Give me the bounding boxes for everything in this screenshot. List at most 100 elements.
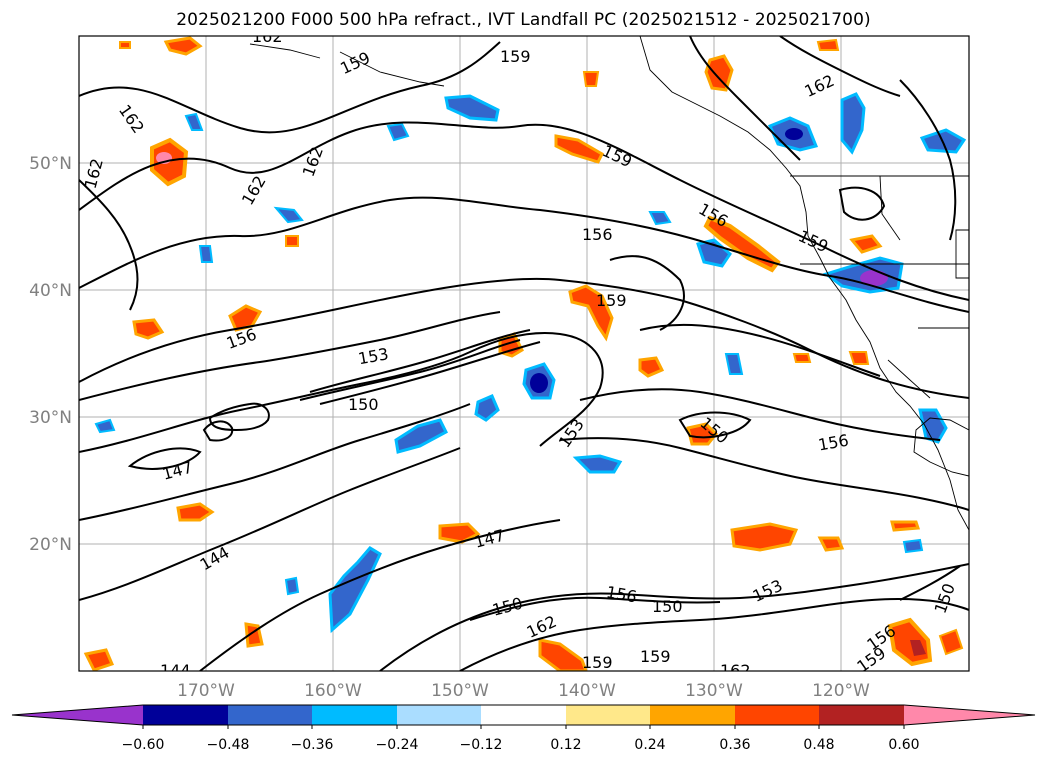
neg-patch <box>902 538 924 554</box>
colorbar-tick-label: 0.24 <box>634 737 665 753</box>
colorbar-swatch <box>650 705 735 725</box>
latitude-labels: 50°N 40°N 30°N 20°N <box>29 154 72 555</box>
contour-label: 159 <box>500 47 531 66</box>
colorbar-swatch <box>12 705 143 725</box>
lon-label: 170°W <box>177 681 235 701</box>
positive-anomaly-patches <box>83 36 964 671</box>
neg-patch <box>840 92 866 155</box>
pos-patch <box>568 284 614 342</box>
lon-label: 140°W <box>558 681 616 701</box>
contour-label: 150 <box>348 395 379 414</box>
contour-label: 162 <box>252 27 283 46</box>
lat-label: 40°N <box>29 281 72 301</box>
pos-patch <box>638 356 665 378</box>
neg-patch <box>474 394 500 422</box>
pos-patch <box>848 351 870 365</box>
refractivity-contours <box>79 36 969 671</box>
lat-label: 20°N <box>29 535 72 555</box>
map-frame <box>78 35 970 672</box>
neg-patch <box>572 454 623 474</box>
pos-patch <box>228 304 263 332</box>
colorbar-swatch <box>312 705 397 725</box>
neg-patch <box>860 270 888 286</box>
longitude-labels: 170°W 160°W 150°W 140°W 130°W 120°W <box>177 681 870 701</box>
pos-patch <box>83 648 115 671</box>
pos-patch <box>792 353 812 363</box>
neg-patch <box>918 408 948 444</box>
contour-label: 156 <box>582 225 613 244</box>
lon-label: 120°W <box>812 681 870 701</box>
colorbar: −0.60 −0.48 −0.36 −0.24 −0.12 0.12 0.24 … <box>11 704 1036 753</box>
colorbar-ticks <box>142 725 905 729</box>
pos-patch <box>704 54 734 92</box>
neg-patch <box>394 418 448 454</box>
neg-patch <box>648 211 672 226</box>
map-title: 2025021200 F000 500 hPa refract., IVT La… <box>176 10 871 30</box>
colorbar-tick-label: 0.60 <box>888 737 919 753</box>
colorbar-swatch <box>819 705 904 725</box>
coastlines <box>249 36 969 531</box>
colorbar-tick-label: −0.24 <box>376 737 419 753</box>
neg-patch <box>198 245 214 263</box>
colorbar-tick-label: 0.36 <box>719 737 750 753</box>
neg-patch <box>284 576 300 596</box>
pos-patch <box>538 638 588 671</box>
pos-patch <box>910 640 926 656</box>
pos-patch <box>119 41 131 49</box>
lon-label: 130°W <box>685 681 743 701</box>
contour-label: 159 <box>596 291 627 310</box>
colorbar-swatch <box>566 705 650 725</box>
colorbar-tick-label: −0.60 <box>122 737 165 753</box>
gridlines <box>79 36 969 671</box>
neg-patch <box>530 373 548 393</box>
colorbar-swatch <box>397 705 481 725</box>
map-content: 162 159 159 162 162 162 162 162 159 156 … <box>79 27 969 680</box>
pos-patch <box>132 318 165 340</box>
neg-patch <box>444 94 500 122</box>
colorbar-swatch <box>735 705 819 725</box>
neg-patch <box>724 353 744 375</box>
pos-patch <box>816 38 840 51</box>
pos-patch <box>582 71 600 87</box>
contour-label: 159 <box>582 653 613 672</box>
contour-label: 150 <box>652 597 683 616</box>
colorbar-tick-label: −0.48 <box>207 737 250 753</box>
negative-anomaly-patches <box>94 92 967 634</box>
neg-patch <box>386 122 410 142</box>
contour-label: 159 <box>640 647 671 666</box>
colorbar-tick-label: 0.12 <box>550 737 581 753</box>
map-panel <box>79 36 969 671</box>
pos-patch <box>730 522 799 552</box>
colorbar-swatch <box>228 705 312 725</box>
neg-patch <box>184 112 204 131</box>
contour-label: 162 <box>720 661 751 680</box>
colorbar-tick-label: −0.36 <box>291 737 334 753</box>
neg-patch <box>94 418 116 434</box>
colorbar-tick-label: 0.48 <box>803 737 834 753</box>
colorbar-tick-label: −0.12 <box>460 737 503 753</box>
colorbar-swatch <box>481 705 566 725</box>
neg-patch <box>785 128 803 140</box>
lon-label: 150°W <box>431 681 489 701</box>
pos-patch <box>890 520 921 532</box>
neg-patch <box>273 206 304 224</box>
pos-patch <box>849 234 883 254</box>
lat-label: 50°N <box>29 154 72 174</box>
pos-patch <box>285 235 299 247</box>
pos-patch <box>438 522 481 544</box>
pos-patch <box>163 36 203 56</box>
pos-patch <box>554 134 604 164</box>
contour-label: 144 <box>160 661 191 680</box>
neg-patch <box>328 546 382 634</box>
colorbar-swatch <box>143 705 228 725</box>
lon-label: 160°W <box>304 681 362 701</box>
pos-patch <box>938 628 964 656</box>
pos-patch <box>686 422 719 446</box>
pos-patch <box>176 502 215 522</box>
pos-patch <box>703 215 781 273</box>
pos-patch <box>817 536 845 552</box>
neg-patch <box>696 238 732 268</box>
colorbar-swatch <box>904 705 1035 725</box>
lat-label: 30°N <box>29 408 72 428</box>
